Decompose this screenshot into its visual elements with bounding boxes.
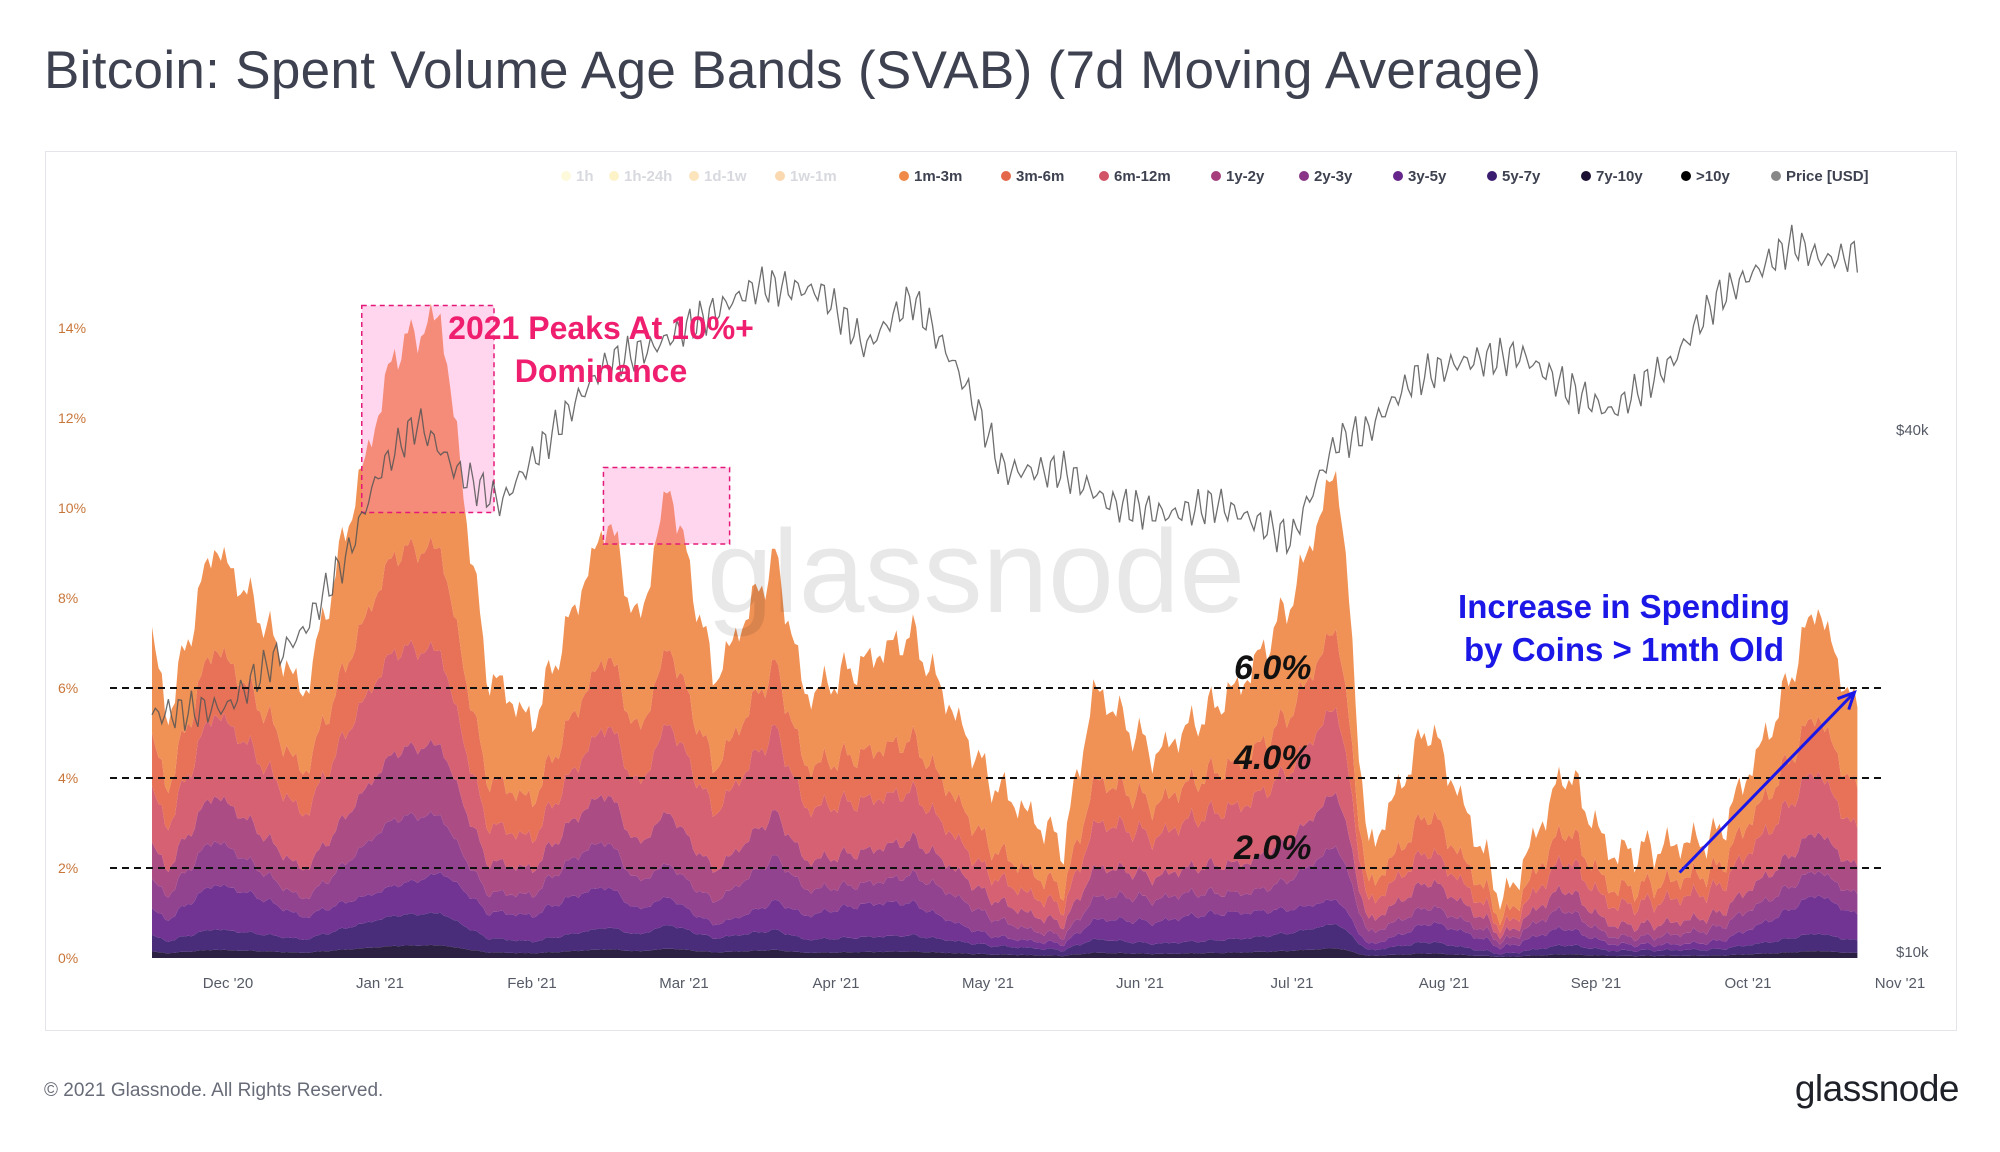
legend-swatch — [899, 171, 909, 181]
reference-line-label: 2.0% — [1233, 829, 1312, 867]
x-tick-label: Jul '21 — [1271, 975, 1314, 992]
legend-item-1h: 1h — [561, 168, 594, 185]
area-band-5 — [152, 640, 1858, 940]
legend-label: 6m-12m — [1114, 168, 1171, 185]
reference-line-label: 4.0% — [1233, 739, 1312, 777]
page-title: Bitcoin: Spent Volume Age Bands (SVAB) (… — [44, 41, 1542, 100]
legend-item-3y-5y: 3y-5y — [1393, 168, 1447, 185]
legend-label: 3y-5y — [1408, 168, 1447, 185]
y-tick-label: 8% — [58, 590, 78, 606]
y-tick-label: 4% — [58, 770, 78, 786]
x-tick-label: Mar '21 — [659, 975, 709, 992]
brand-logo: glassnode — [1794, 1068, 1960, 1109]
spending-annotation-line: Increase in Spending — [1458, 588, 1790, 625]
reference-line-label: 6.0% — [1234, 649, 1312, 687]
copyright-text: © 2021 Glassnode. All Rights Reserved. — [44, 1080, 384, 1101]
y-tick-label: 10% — [58, 500, 86, 516]
chart-panel: 1h 1h-24h 1d-1w 1w-1m 1m-3m 3m-6m 6m-12m 1y-2y 2… — [45, 151, 1957, 1031]
legend-swatch — [1581, 171, 1591, 181]
legend-label: 1w-1m — [790, 168, 837, 185]
legend-swatch — [1681, 171, 1691, 181]
legend-label: 1h-24h — [624, 168, 672, 185]
legend-item-1m-3m: 1m-3m — [899, 168, 962, 185]
y-tick-label: 14% — [58, 320, 86, 336]
y-tick-label: 2% — [58, 860, 78, 876]
legend-label: 1h — [576, 168, 594, 185]
x-tick-label: Feb '21 — [507, 975, 557, 992]
y-tick-label: 0% — [58, 950, 78, 966]
watermark-text: glassnode — [707, 506, 1245, 638]
legend-swatch — [1487, 171, 1497, 181]
legend-label: 3m-6m — [1016, 168, 1064, 185]
y-right-tick-label: $10k — [1896, 944, 1929, 961]
y-tick-label: 12% — [58, 410, 86, 426]
x-tick-label: Jun '21 — [1116, 975, 1164, 992]
x-tick-label: Apr '21 — [812, 975, 859, 992]
area-band-3 — [152, 811, 1858, 950]
peak-highlight-box — [602, 466, 731, 545]
legend-item-1h-24h: 1h-24h — [609, 168, 672, 185]
legend-swatch — [1099, 171, 1109, 181]
legend-label: 7y-10y — [1596, 168, 1643, 185]
legend-item-price-usd-: Price [USD] — [1771, 168, 1869, 185]
legend-swatch — [1393, 171, 1403, 181]
legend-swatch — [1771, 171, 1781, 181]
legend-label: Price [USD] — [1786, 168, 1869, 185]
legend-swatch — [689, 171, 699, 181]
legend-item-1w-1m: 1w-1m — [775, 168, 837, 185]
legend-item-1y-2y: 1y-2y — [1211, 168, 1265, 185]
x-tick-label: Nov '21 — [1875, 975, 1925, 992]
legend-swatch — [609, 171, 619, 181]
y-tick-label: 6% — [58, 680, 78, 696]
legend-label: 1m-3m — [914, 168, 962, 185]
spending-arrow — [1678, 691, 1856, 874]
x-tick-label: Sep '21 — [1571, 975, 1621, 992]
legend-item-7y-10y: 7y-10y — [1581, 168, 1643, 185]
x-tick-label: Jan '21 — [356, 975, 404, 992]
chart-legend: 1h 1h-24h 1d-1w 1w-1m 1m-3m 3m-6m 6m-12m 1y-2y 2… — [561, 168, 1869, 185]
legend-label: 5y-7y — [1502, 168, 1541, 185]
area-band-2 — [152, 872, 1858, 955]
area-band-7 — [152, 303, 1858, 926]
legend-item-1d-1w: 1d-1w — [689, 168, 747, 185]
area-band-4 — [152, 739, 1858, 945]
peaks-annotation-line: 2021 Peaks At 10%+ — [448, 310, 754, 346]
area-band-6 — [152, 536, 1858, 933]
area-band-1 — [152, 912, 1858, 957]
area-band-0 — [152, 944, 1858, 958]
legend-swatch — [1299, 171, 1309, 181]
legend-item-2y-3y: 2y-3y — [1299, 168, 1353, 185]
legend-label: >10y — [1696, 168, 1730, 185]
spending-arrow-head — [1836, 690, 1857, 711]
legend-swatch — [775, 171, 785, 181]
legend-label: 1d-1w — [704, 168, 747, 185]
x-tick-label: Dec '20 — [203, 975, 253, 992]
spending-annotation-line: by Coins > 1mth Old — [1464, 631, 1784, 668]
legend-item-5y-7y: 5y-7y — [1487, 168, 1541, 185]
y-right-tick-label: $40k — [1896, 422, 1929, 439]
legend-swatch — [1001, 171, 1011, 181]
legend-label: 1y-2y — [1226, 168, 1265, 185]
x-tick-label: Oct '21 — [1724, 975, 1771, 992]
svab-chart: 1h 1h-24h 1d-1w 1w-1m 1m-3m 3m-6m 6m-12m 1y-2y 2… — [58, 168, 1929, 992]
legend-item-6m-12m: 6m-12m — [1099, 168, 1171, 185]
price-series-line — [151, 224, 1859, 731]
peaks-annotation-line: Dominance — [515, 353, 687, 389]
legend-swatch — [561, 171, 571, 181]
x-tick-label: May '21 — [962, 975, 1014, 992]
legend-swatch — [1211, 171, 1221, 181]
x-tick-label: Aug '21 — [1419, 975, 1469, 992]
legend-item--10y: >10y — [1681, 168, 1730, 185]
peak-highlight-box — [361, 304, 495, 514]
legend-item-3m-6m: 3m-6m — [1001, 168, 1064, 185]
legend-label: 2y-3y — [1314, 168, 1353, 185]
